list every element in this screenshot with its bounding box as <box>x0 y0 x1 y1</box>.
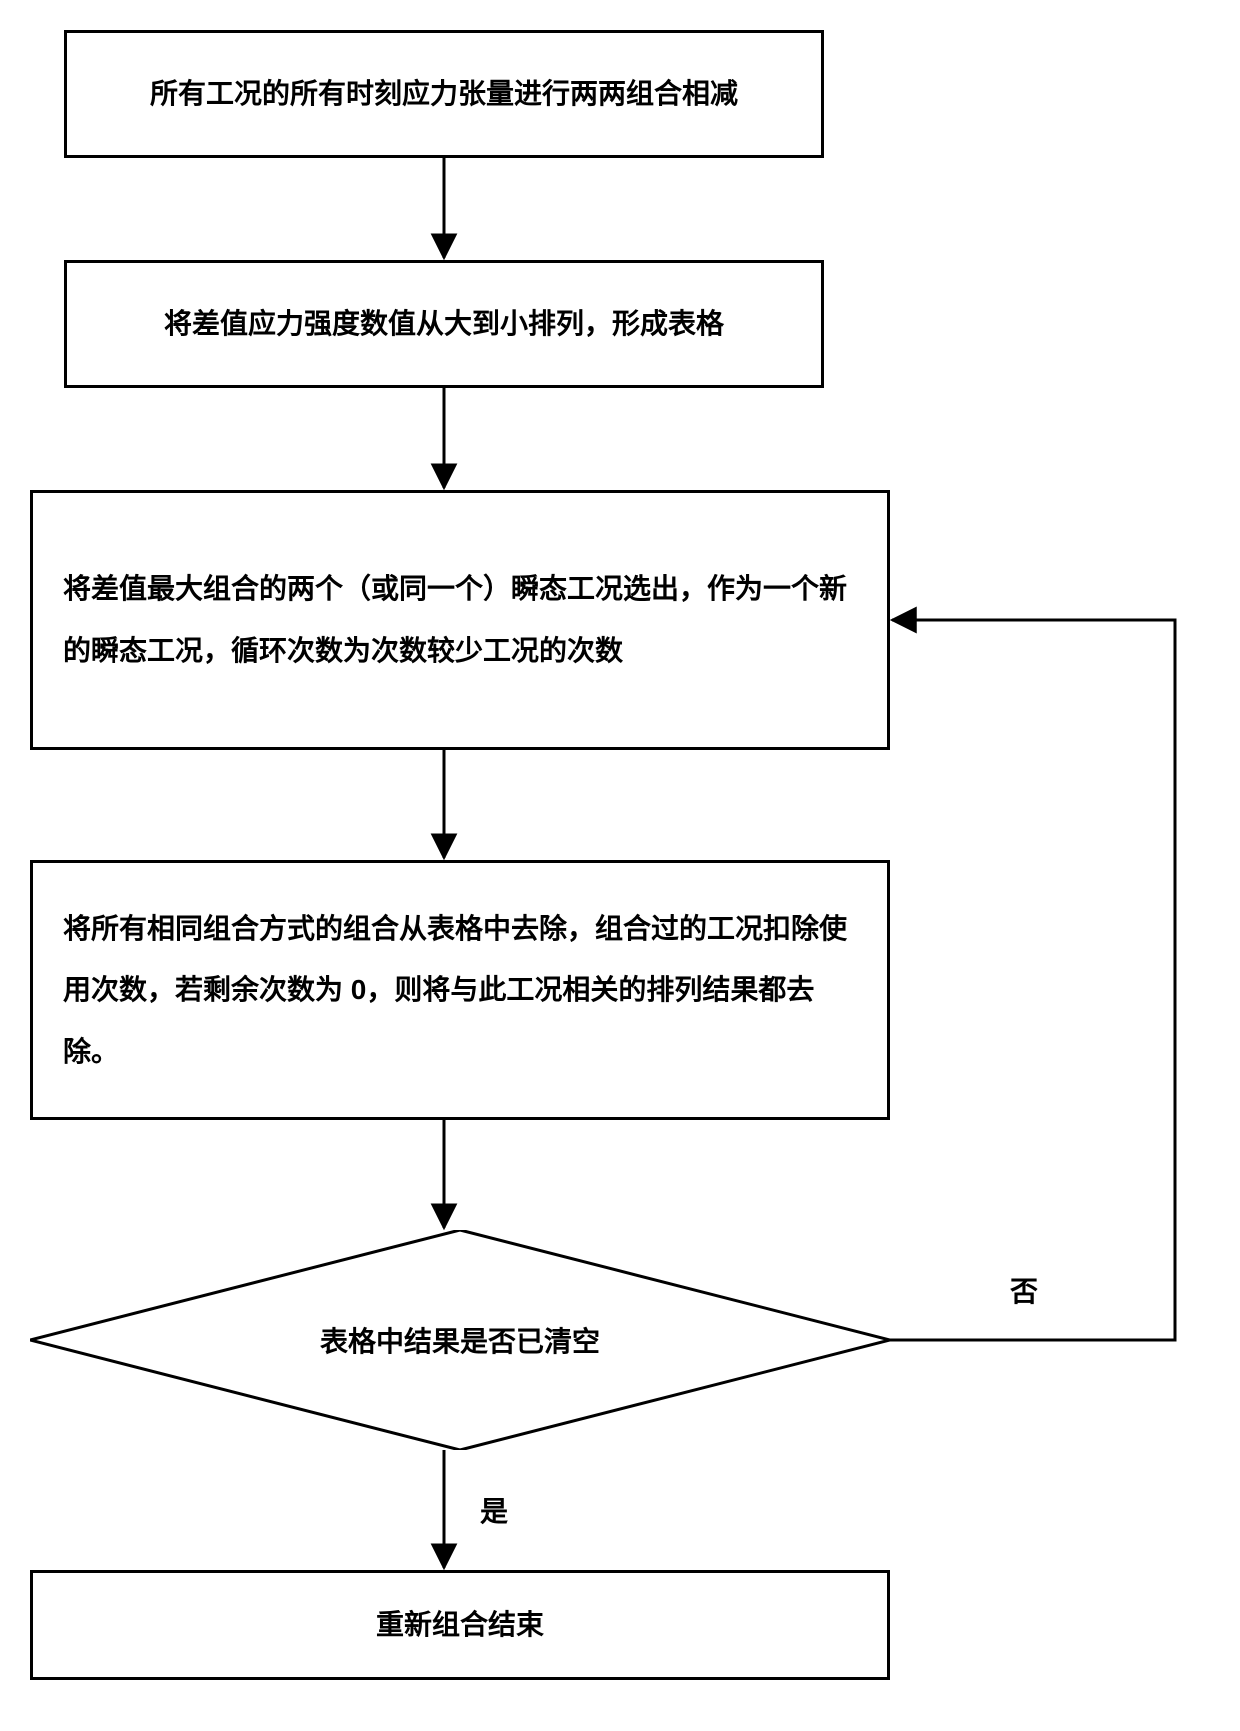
edge-label-no: 否 <box>1010 1270 1038 1310</box>
flow-node-6: 重新组合结束 <box>30 1570 890 1680</box>
flow-node-2-text: 将差值应力强度数值从大到小排列，形成表格 <box>164 293 724 355</box>
flow-node-4-text: 将所有相同组合方式的组合从表格中去除，组合过的工况扣除使用次数，若剩余次数为 0… <box>63 898 857 1083</box>
flow-node-3-text: 将差值最大组合的两个（或同一个）瞬态工况选出，作为一个新的瞬态工况，循环次数为次… <box>63 558 857 681</box>
flow-node-2: 将差值应力强度数值从大到小排列，形成表格 <box>64 260 824 388</box>
flow-decision: 表格中结果是否已清空 <box>30 1230 890 1450</box>
flow-node-6-text: 重新组合结束 <box>376 1594 544 1656</box>
flow-node-1-text: 所有工况的所有时刻应力张量进行两两组合相减 <box>150 63 738 125</box>
flow-node-4: 将所有相同组合方式的组合从表格中去除，组合过的工况扣除使用次数，若剩余次数为 0… <box>30 860 890 1120</box>
flow-node-1: 所有工况的所有时刻应力张量进行两两组合相减 <box>64 30 824 158</box>
edge-label-yes: 是 <box>480 1490 508 1530</box>
flow-node-3: 将差值最大组合的两个（或同一个）瞬态工况选出，作为一个新的瞬态工况，循环次数为次… <box>30 490 890 750</box>
flow-decision-text: 表格中结果是否已清空 <box>320 1320 600 1360</box>
